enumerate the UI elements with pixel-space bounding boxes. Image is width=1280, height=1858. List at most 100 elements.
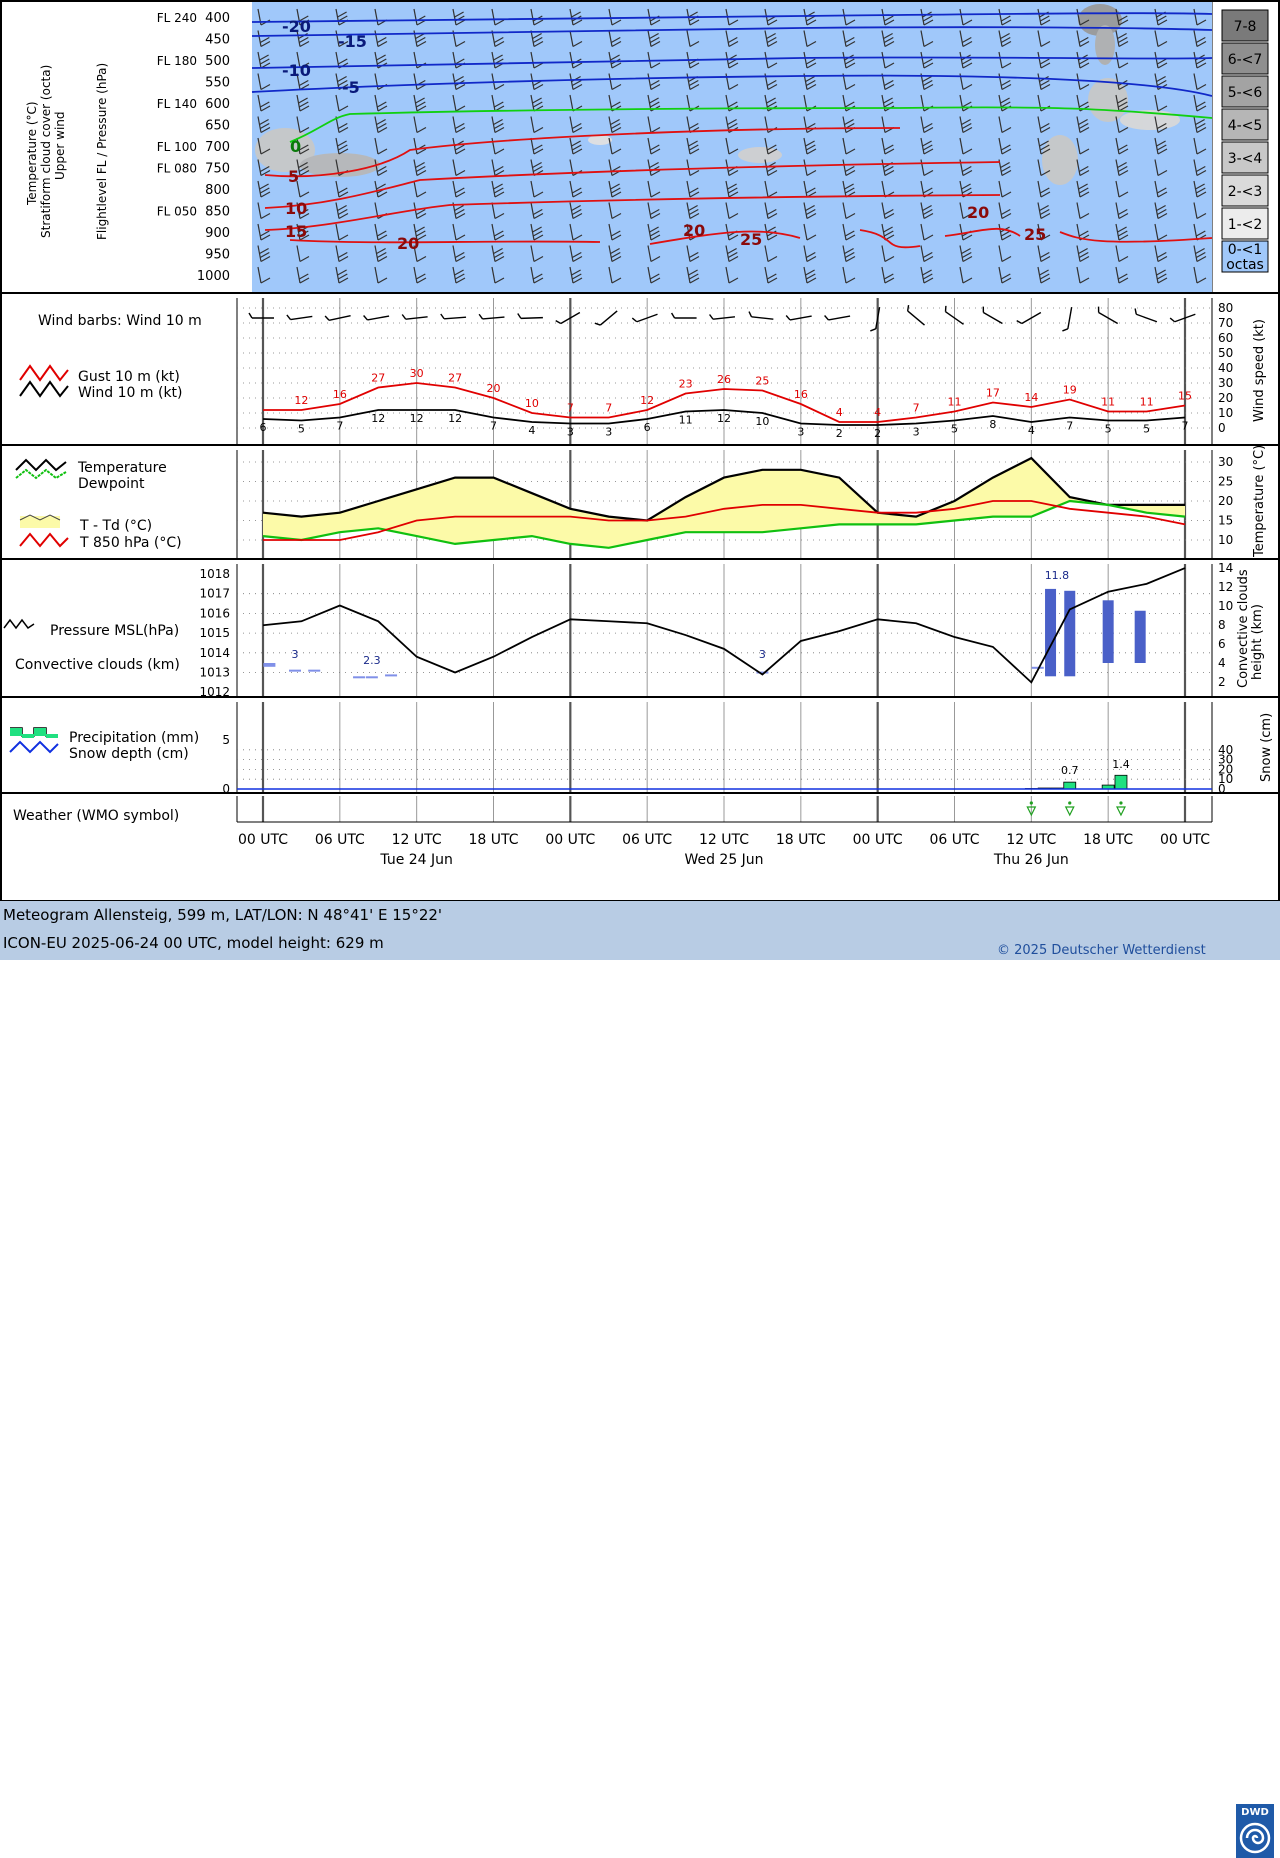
y-tick-label: 1012 bbox=[199, 685, 230, 699]
wind-value-label: 3 bbox=[605, 426, 612, 439]
footer-location: Meteogram Allensteig, 599 m, LAT/LON: N … bbox=[3, 906, 442, 924]
gust-value-label: 17 bbox=[986, 387, 1000, 400]
isotherm-label: 5 bbox=[288, 167, 299, 186]
wind-value-label: 4 bbox=[1028, 424, 1035, 437]
dew-legend-label: Dewpoint bbox=[78, 476, 145, 492]
y-tick-label: 1015 bbox=[199, 626, 230, 640]
cloud-legend-label: 1-<2 bbox=[1228, 217, 1263, 233]
conv-label: 3 bbox=[292, 648, 299, 661]
gust-value-label: 15 bbox=[1178, 390, 1192, 403]
time-tick-label: 00 UTC bbox=[545, 832, 595, 848]
convective-cloud-bar bbox=[1064, 591, 1075, 677]
gust-value-label: 7 bbox=[567, 402, 574, 415]
isotherm-label: -15 bbox=[338, 32, 367, 51]
gust-value-label: 25 bbox=[755, 375, 769, 388]
time-tick-label: 00 UTC bbox=[238, 832, 288, 848]
wind-value-label: 12 bbox=[717, 412, 731, 425]
wind-barb-10m bbox=[325, 311, 350, 321]
wind-barbs-10m bbox=[249, 305, 1195, 332]
gust-value-label: 12 bbox=[640, 394, 654, 407]
flight-level-tick: FL 050 bbox=[157, 205, 197, 219]
pressure-tick: 450 bbox=[205, 33, 230, 48]
gust-value-label: 14 bbox=[1024, 391, 1038, 404]
wind-value-label: 5 bbox=[1143, 423, 1150, 436]
wind-ylabel: Wind speed (kt) bbox=[1252, 319, 1267, 422]
upper-ylabel-cloud: Stratiform cloud cover (octa) bbox=[39, 65, 53, 238]
pressure-tick: 550 bbox=[205, 76, 230, 91]
wind-barb-10m bbox=[1133, 309, 1158, 322]
y-tick-label: 30 bbox=[1218, 455, 1233, 469]
conv-legend-label: Convective clouds (km) bbox=[15, 657, 180, 673]
time-tick-label: 12 UTC bbox=[1006, 832, 1056, 848]
pressure-tick: 1000 bbox=[197, 269, 230, 284]
y-tick-label: 20 bbox=[1218, 391, 1233, 405]
convective-cloud-bar bbox=[289, 670, 301, 672]
wind-barb-10m bbox=[672, 313, 697, 318]
flight-level-tick: FL 140 bbox=[157, 97, 197, 111]
isotherm-label: -10 bbox=[282, 61, 311, 80]
precip-value-label: 0.7 bbox=[1061, 764, 1079, 777]
pressure-tick: 400 bbox=[205, 11, 230, 26]
gust-value-label: 26 bbox=[717, 373, 731, 386]
shower-symbol-icon bbox=[1117, 801, 1125, 815]
flight-level-tick: FL 100 bbox=[157, 140, 197, 154]
y-tick-label: 6 bbox=[1218, 637, 1226, 651]
snow-legend-line bbox=[10, 742, 58, 752]
day-label: Wed 25 Jun bbox=[684, 852, 763, 868]
wind-value-label: 6 bbox=[260, 421, 267, 434]
wind-legend-label: Wind 10 m (kt) bbox=[78, 385, 183, 401]
isotherm-label: -20 bbox=[282, 17, 311, 36]
temp-legend: Temperature Dewpoint T - Td (°C) T 850 h… bbox=[16, 460, 182, 551]
spread-legend-label: T - Td (°C) bbox=[79, 518, 152, 534]
gust-value-label: 4 bbox=[874, 406, 881, 419]
wind-barb-10m bbox=[556, 308, 580, 325]
snow-ylabel: Snow (cm) bbox=[1259, 713, 1274, 782]
wind-value-label: 11 bbox=[679, 414, 693, 427]
wind-value-label: 12 bbox=[371, 412, 385, 425]
gust-value-label: 27 bbox=[371, 372, 385, 385]
precip-bar bbox=[1064, 782, 1076, 789]
convective-cloud-bar bbox=[366, 676, 378, 678]
gust-value-label: 10 bbox=[525, 397, 539, 410]
y-tick-label: 20 bbox=[1218, 494, 1233, 508]
pressure-tick: 800 bbox=[205, 183, 230, 198]
y-tick-label: 15 bbox=[1218, 514, 1233, 528]
wind-value-label: 8 bbox=[989, 418, 996, 431]
wind-barb-10m bbox=[1170, 310, 1195, 323]
precip-value-label: 1.4 bbox=[1112, 758, 1130, 771]
upper-left-labels: Temperature (°C) Stratiform cloud cover … bbox=[25, 63, 109, 240]
isotherm-label: 10 bbox=[285, 199, 307, 218]
y-tick-label: 12 bbox=[1218, 580, 1233, 594]
pressure-tick: 850 bbox=[205, 205, 230, 220]
gust-value-label: 11 bbox=[1101, 396, 1115, 409]
cloud-legend-label: octas bbox=[1226, 257, 1264, 273]
wind-value-label: 2 bbox=[874, 427, 881, 440]
y-tick-label: 0 bbox=[1218, 782, 1226, 796]
y-tick-label: 1017 bbox=[199, 587, 230, 601]
flight-level-tick: FL 240 bbox=[157, 11, 197, 25]
y-tick-label: 1014 bbox=[199, 646, 230, 660]
pressure-tick: 600 bbox=[205, 97, 230, 112]
wind-barb-10m bbox=[748, 312, 773, 320]
wind-barb-10m bbox=[518, 313, 543, 319]
time-tick-label: 06 UTC bbox=[929, 832, 979, 848]
temp-legend-line bbox=[16, 460, 66, 470]
isotherm-label: 15 bbox=[285, 222, 307, 241]
wind-barb-10m bbox=[981, 307, 1005, 324]
gust-value-label: 19 bbox=[1063, 384, 1077, 397]
day-label: Thu 26 Jun bbox=[993, 852, 1069, 868]
wind-value-label: 5 bbox=[951, 423, 958, 436]
wind-barb-10m bbox=[1062, 306, 1071, 331]
cloud-legend-label: 3-<4 bbox=[1228, 151, 1263, 167]
time-tick-label: 12 UTC bbox=[699, 832, 749, 848]
time-tick-label: 00 UTC bbox=[853, 832, 903, 848]
pressure-tick: 950 bbox=[205, 248, 230, 263]
conv-ylabel-1: Convective clouds bbox=[1236, 569, 1251, 688]
flight-level-tick: FL 080 bbox=[157, 162, 197, 176]
y-tick-label: 25 bbox=[1218, 475, 1233, 489]
